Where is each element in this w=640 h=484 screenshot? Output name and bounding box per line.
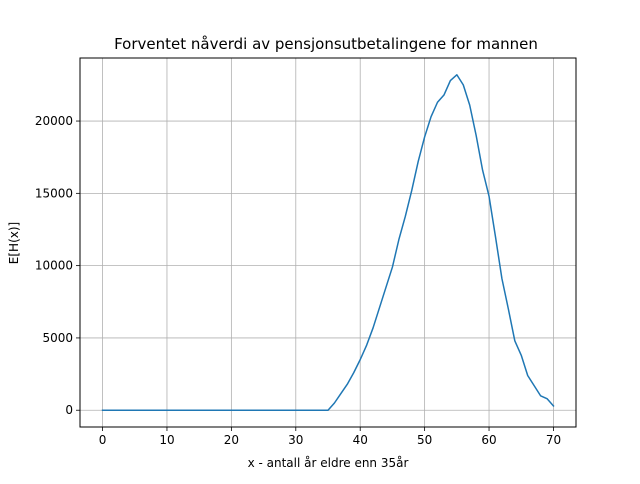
x-tick-label: 10 — [159, 433, 174, 447]
y-axis-label: E[H(x)] — [7, 222, 21, 264]
chart-title: Forventet nåverdi av pensjonsutbetalinge… — [114, 35, 538, 53]
plot-frame — [79, 57, 577, 428]
x-tick-label: 40 — [353, 433, 368, 447]
x-tick-label: 50 — [417, 433, 432, 447]
x-tick-label: 60 — [481, 433, 496, 447]
tick-layer: 0 10 20 30 40 50 60 70 0 5000 10000 15000 20000 — [35, 114, 561, 447]
x-tick-label: 0 — [99, 433, 107, 447]
y-tick-label: 10000 — [35, 259, 73, 273]
y-tick-label: 15000 — [35, 186, 73, 200]
y-tick-label: 5000 — [42, 331, 73, 345]
plot-area-background — [80, 58, 576, 427]
y-tick-label: 20000 — [35, 114, 73, 128]
series-line — [101, 74, 555, 411]
x-tick-label: 70 — [546, 433, 561, 447]
x-axis-label: x - antall år eldre enn 35år — [248, 456, 409, 470]
line-layer — [101, 74, 555, 411]
y-tick-label: 0 — [65, 403, 73, 417]
x-tick-label: 20 — [224, 433, 239, 447]
x-tick-label: 30 — [288, 433, 303, 447]
